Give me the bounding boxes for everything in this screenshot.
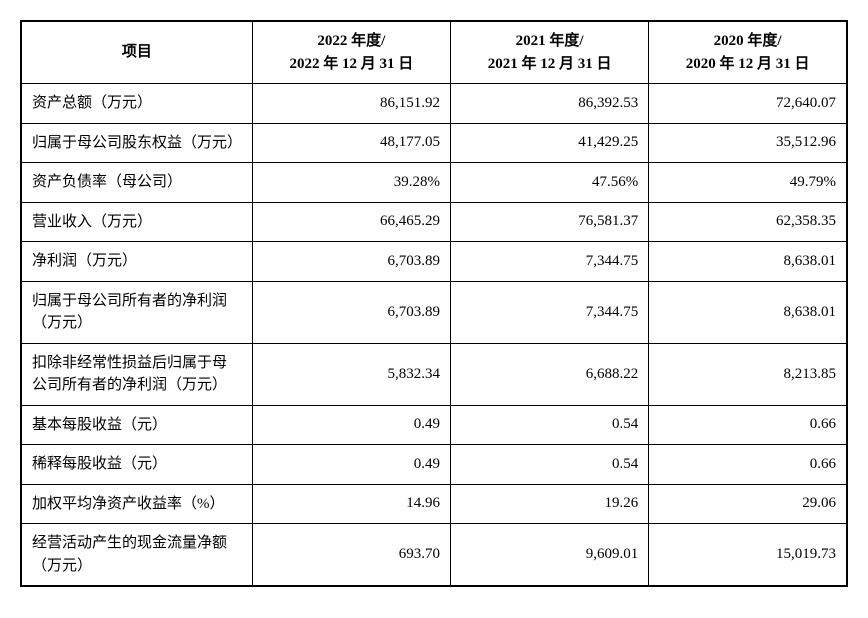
- row-value-2022: 5,832.34: [252, 343, 450, 405]
- row-value-2021: 41,429.25: [451, 123, 649, 163]
- row-label: 净利润（万元）: [21, 242, 252, 282]
- row-value-2021: 19.26: [451, 484, 649, 524]
- row-value-2022: 0.49: [252, 445, 450, 485]
- row-value-2020: 49.79%: [649, 163, 847, 203]
- table-row: 基本每股收益（元） 0.49 0.54 0.66: [21, 405, 847, 445]
- financial-table: 项目 2022 年度/2022 年 12 月 31 日 2021 年度/2021…: [20, 20, 848, 587]
- row-value-2021: 0.54: [451, 405, 649, 445]
- row-value-2021: 76,581.37: [451, 202, 649, 242]
- row-value-2022: 0.49: [252, 405, 450, 445]
- row-value-2020: 15,019.73: [649, 524, 847, 587]
- table-row: 扣除非经常性损益后归属于母公司所有者的净利润（万元） 5,832.34 6,68…: [21, 343, 847, 405]
- row-label: 经营活动产生的现金流量净额（万元）: [21, 524, 252, 587]
- row-value-2021: 0.54: [451, 445, 649, 485]
- table-row: 资产负债率（母公司） 39.28% 47.56% 49.79%: [21, 163, 847, 203]
- table-row: 净利润（万元） 6,703.89 7,344.75 8,638.01: [21, 242, 847, 282]
- row-value-2020: 8,638.01: [649, 242, 847, 282]
- row-label: 资产负债率（母公司）: [21, 163, 252, 203]
- row-value-2021: 47.56%: [451, 163, 649, 203]
- row-label: 归属于母公司股东权益（万元）: [21, 123, 252, 163]
- table-row: 营业收入（万元） 66,465.29 76,581.37 62,358.35: [21, 202, 847, 242]
- table-row: 经营活动产生的现金流量净额（万元） 693.70 9,609.01 15,019…: [21, 524, 847, 587]
- table-row: 稀释每股收益（元） 0.49 0.54 0.66: [21, 445, 847, 485]
- table-row: 加权平均净资产收益率（%） 14.96 19.26 29.06: [21, 484, 847, 524]
- row-value-2020: 0.66: [649, 445, 847, 485]
- header-item-label: 项目: [21, 21, 252, 84]
- row-label: 基本每股收益（元）: [21, 405, 252, 445]
- row-value-2020: 8,638.01: [649, 281, 847, 343]
- row-value-2022: 86,151.92: [252, 84, 450, 124]
- row-label: 稀释每股收益（元）: [21, 445, 252, 485]
- row-label: 扣除非经常性损益后归属于母公司所有者的净利润（万元）: [21, 343, 252, 405]
- row-label: 归属于母公司所有者的净利润（万元）: [21, 281, 252, 343]
- header-2022: 2022 年度/2022 年 12 月 31 日: [252, 21, 450, 84]
- header-row: 项目 2022 年度/2022 年 12 月 31 日 2021 年度/2021…: [21, 21, 847, 84]
- row-value-2021: 86,392.53: [451, 84, 649, 124]
- row-value-2022: 66,465.29: [252, 202, 450, 242]
- row-value-2022: 48,177.05: [252, 123, 450, 163]
- table-body: 资产总额（万元） 86,151.92 86,392.53 72,640.07 归…: [21, 84, 847, 587]
- row-value-2021: 7,344.75: [451, 281, 649, 343]
- table-row: 归属于母公司所有者的净利润（万元） 6,703.89 7,344.75 8,63…: [21, 281, 847, 343]
- row-label: 资产总额（万元）: [21, 84, 252, 124]
- row-value-2020: 72,640.07: [649, 84, 847, 124]
- row-value-2022: 6,703.89: [252, 281, 450, 343]
- row-label: 营业收入（万元）: [21, 202, 252, 242]
- header-2020: 2020 年度/2020 年 12 月 31 日: [649, 21, 847, 84]
- header-2021: 2021 年度/2021 年 12 月 31 日: [451, 21, 649, 84]
- row-value-2020: 0.66: [649, 405, 847, 445]
- table-row: 归属于母公司股东权益（万元） 48,177.05 41,429.25 35,51…: [21, 123, 847, 163]
- row-value-2020: 29.06: [649, 484, 847, 524]
- table-header: 项目 2022 年度/2022 年 12 月 31 日 2021 年度/2021…: [21, 21, 847, 84]
- row-label: 加权平均净资产收益率（%）: [21, 484, 252, 524]
- row-value-2022: 6,703.89: [252, 242, 450, 282]
- table-row: 资产总额（万元） 86,151.92 86,392.53 72,640.07: [21, 84, 847, 124]
- row-value-2020: 62,358.35: [649, 202, 847, 242]
- row-value-2022: 39.28%: [252, 163, 450, 203]
- row-value-2022: 693.70: [252, 524, 450, 587]
- financial-table-wrapper: 项目 2022 年度/2022 年 12 月 31 日 2021 年度/2021…: [20, 20, 848, 587]
- row-value-2021: 6,688.22: [451, 343, 649, 405]
- row-value-2020: 8,213.85: [649, 343, 847, 405]
- row-value-2020: 35,512.96: [649, 123, 847, 163]
- row-value-2022: 14.96: [252, 484, 450, 524]
- row-value-2021: 9,609.01: [451, 524, 649, 587]
- row-value-2021: 7,344.75: [451, 242, 649, 282]
